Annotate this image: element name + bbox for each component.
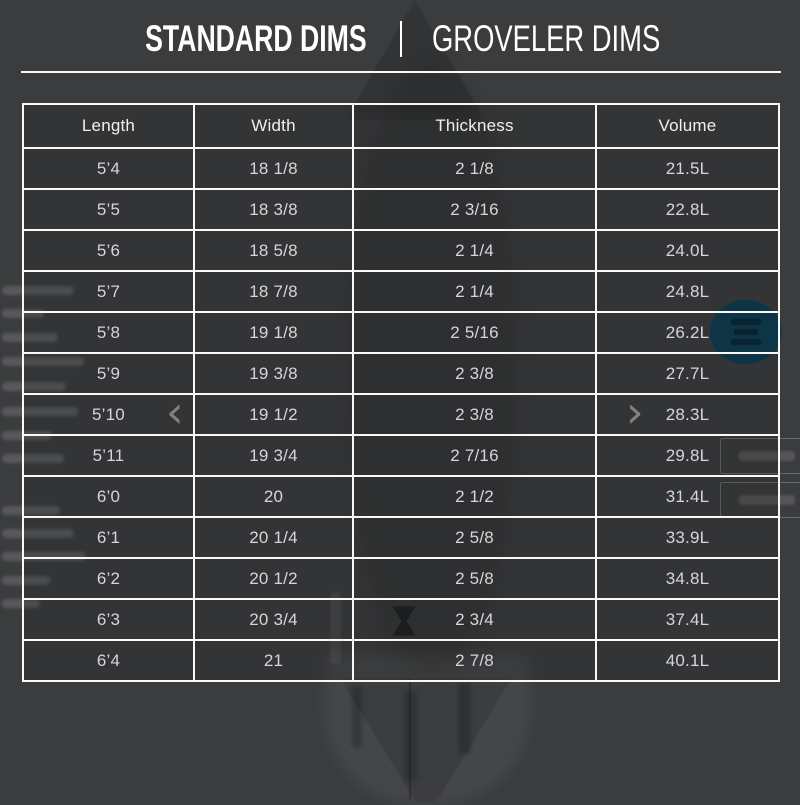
table-cell: 29.8L xyxy=(595,434,780,477)
table-cell: 27.7L xyxy=(595,352,780,395)
table-cell: 40.1L xyxy=(595,639,780,682)
table-cell: 20 xyxy=(193,475,354,518)
fin-box xyxy=(404,690,418,782)
table-row: 5’5 18 3/8 2 3/16 22.8L xyxy=(22,188,780,231)
table-cell: 5’7 xyxy=(22,270,195,313)
table-cell: 21.5L xyxy=(595,147,780,190)
table-row: 5’8 19 1/8 2 5/16 26.2L xyxy=(22,311,780,354)
table-cell: 37.4L xyxy=(595,598,780,641)
tab-separator xyxy=(400,21,403,57)
column-header: Thickness xyxy=(352,103,597,149)
table-row: 6’4 21 2 7/8 40.1L xyxy=(22,639,780,682)
table-row: 5’9 19 3/8 2 3/8 27.7L xyxy=(22,352,780,395)
table-cell: 2 7/8 xyxy=(352,639,597,682)
table-row: 6’2 20 1/2 2 5/8 34.8L xyxy=(22,557,780,600)
table-cell: 6’4 xyxy=(22,639,195,682)
table-cell: 2 1/2 xyxy=(352,475,597,518)
table-cell: 5’6 xyxy=(22,229,195,272)
column-header: Width xyxy=(193,103,354,149)
table-cell: 2 5/8 xyxy=(352,516,597,559)
table-cell: 5’8 xyxy=(22,311,195,354)
table-cell: 19 1/8 xyxy=(193,311,354,354)
column-header: Length xyxy=(22,103,195,149)
table-cell: 24.8L xyxy=(595,270,780,313)
table-cell: 2 3/4 xyxy=(352,598,597,641)
table-cell: 28.3L xyxy=(595,393,780,436)
table-cell: 18 1/8 xyxy=(193,147,354,190)
tab-standard-dims[interactable]: STANDARD DIMS xyxy=(145,18,368,59)
tab-groveler-dims[interactable]: GROVELER DIMS xyxy=(432,18,661,59)
table-cell: 6’3 xyxy=(22,598,195,641)
table-cell: 2 3/8 xyxy=(352,393,597,436)
table-cell: 19 3/4 xyxy=(193,434,354,477)
table-row: 5’11 19 3/4 2 7/16 29.8L xyxy=(22,434,780,477)
table-cell: 24.0L xyxy=(595,229,780,272)
table-cell: 19 1/2 xyxy=(193,393,354,436)
table-cell: 6’1 xyxy=(22,516,195,559)
table-cell: 5’10 xyxy=(22,393,195,436)
table-cell: 2 5/16 xyxy=(352,311,597,354)
table-cell: 33.9L xyxy=(595,516,780,559)
table-row: 5’10 19 1/2 2 3/8 28.3L xyxy=(22,393,780,436)
table-cell: 20 1/2 xyxy=(193,557,354,600)
table-row: 6’3 20 3/4 2 3/4 37.4L xyxy=(22,598,780,641)
table-cell: 22.8L xyxy=(595,188,780,231)
stringer-line xyxy=(409,678,411,800)
dims-tab-bar: STANDARD DIMS GROVELER DIMS xyxy=(0,18,800,60)
table-cell: 2 7/16 xyxy=(352,434,597,477)
table-cell: 6’0 xyxy=(22,475,195,518)
table-cell: 2 1/4 xyxy=(352,229,597,272)
fin-box xyxy=(458,682,471,754)
background-text-line xyxy=(2,599,40,608)
table-row: 5’4 18 1/8 2 1/8 21.5L xyxy=(22,147,780,190)
table-cell: 18 5/8 xyxy=(193,229,354,272)
fin-box xyxy=(352,686,362,748)
table-cell: 6’2 xyxy=(22,557,195,600)
table-row: 6’0 20 2 1/2 31.4L xyxy=(22,475,780,518)
table-cell: 5’4 xyxy=(22,147,195,190)
table-cell: 2 1/4 xyxy=(352,270,597,313)
table-cell: 21 xyxy=(193,639,354,682)
table-cell: 5’11 xyxy=(22,434,195,477)
tab-underline xyxy=(21,71,781,73)
table-cell: 2 1/8 xyxy=(352,147,597,190)
table-cell: 2 3/16 xyxy=(352,188,597,231)
table-cell: 2 5/8 xyxy=(352,557,597,600)
table-cell: 20 3/4 xyxy=(193,598,354,641)
table-cell: 26.2L xyxy=(595,311,780,354)
column-header: Volume xyxy=(595,103,780,149)
table-body: 5’4 18 1/8 2 1/8 21.5L 5’5 18 3/8 2 3/16 22.8L 5… xyxy=(22,147,780,682)
table-cell: 5’9 xyxy=(22,352,195,395)
table-row: 6’1 20 1/4 2 5/8 33.9L xyxy=(22,516,780,559)
table-row: 5’6 18 5/8 2 1/4 24.0L xyxy=(22,229,780,272)
table-cell: 18 7/8 xyxy=(193,270,354,313)
table-row: 5’7 18 7/8 2 1/4 24.8L xyxy=(22,270,780,313)
table-cell: 2 3/8 xyxy=(352,352,597,395)
table-cell: 20 1/4 xyxy=(193,516,354,559)
table-cell: 31.4L xyxy=(595,475,780,518)
dims-table: Length Width Thickness Volume 5’4 18 1/8 2 1/… xyxy=(22,103,780,682)
table-header-row: Length Width Thickness Volume xyxy=(22,103,780,149)
table-cell: 5’5 xyxy=(22,188,195,231)
table-cell: 18 3/8 xyxy=(193,188,354,231)
table-cell: 19 3/8 xyxy=(193,352,354,395)
table-cell: 34.8L xyxy=(595,557,780,600)
